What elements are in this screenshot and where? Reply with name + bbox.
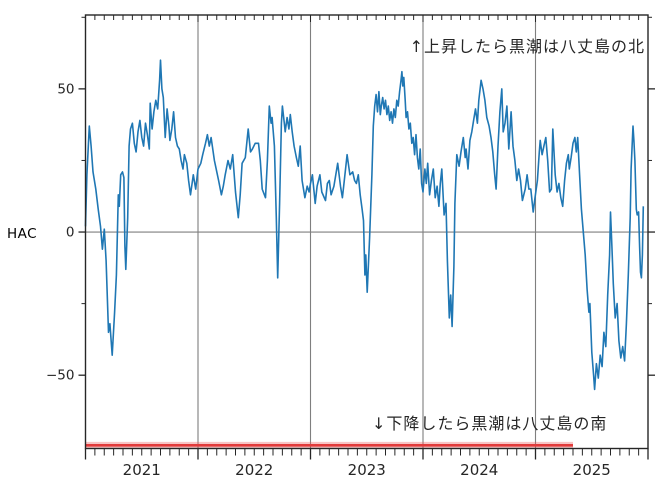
series-line-hac <box>84 59 645 391</box>
y-axis-tick-label: −50 <box>46 368 75 384</box>
annotation-kuroshio-south: ↓下降したら黒潮は八丈島の南 <box>372 414 608 433</box>
annotation-kuroshio-north: ↑上昇したら黒潮は八丈島の北 <box>409 37 645 56</box>
x-axis-year-label: 2023 <box>348 461 386 479</box>
y-axis-title: HAC <box>7 226 38 242</box>
y-axis-tick-label: 50 <box>57 81 74 97</box>
x-axis-year-label: 2025 <box>573 461 611 479</box>
y-axis-tick-label: 0 <box>66 225 75 241</box>
x-axis-year-label: 2024 <box>460 461 498 479</box>
x-axis-year-label: 2021 <box>123 461 161 479</box>
x-axis-year-label: 2022 <box>235 461 273 479</box>
